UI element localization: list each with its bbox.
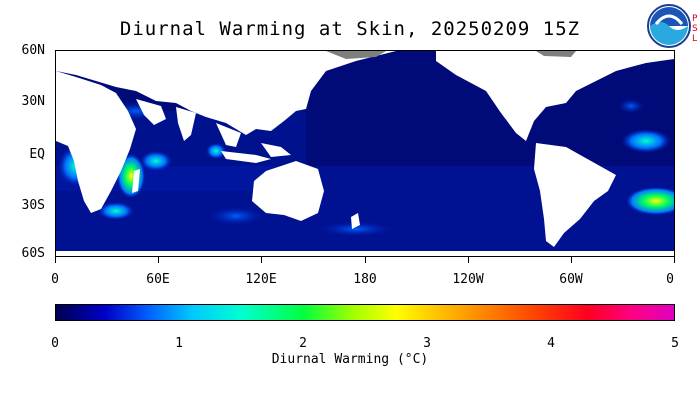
hotspot-south-atlantic [626,187,674,215]
lon-tick [365,257,366,263]
lon-label-0: 0 [51,272,59,287]
map-canvas [56,51,674,256]
skin-warming-map [55,50,675,257]
plot-title: Diurnal Warming at Skin, 20250209 15Z [119,18,581,40]
lon-tick [261,257,262,263]
lon-label-180: 180 [353,272,377,287]
lon-tick [468,257,469,263]
lat-label-30n: 30N [21,94,45,109]
colorbar-tick-3: 3 [423,336,431,351]
lon-label-120w: 120W [452,272,484,287]
lon-tick [55,257,56,263]
lon-tick [674,257,675,263]
lat-label-60n: 60N [21,43,45,58]
psl-side-text: PSL [692,14,698,44]
lon-tick [158,257,159,263]
lat-label-eq: EQ [29,147,45,162]
colorbar-tick-2: 2 [299,336,307,351]
lon-label-60w: 60W [559,272,583,287]
lon-label-60e: 60E [146,272,170,287]
lon-tick [571,257,572,263]
lon-label-0-east: 0 [666,272,674,287]
colorbar-label: Diurnal Warming (°C) [271,352,429,367]
noaa-logo-icon [647,4,691,48]
landmasses [56,51,674,256]
hotspot-indian-ocean [140,151,172,171]
lon-label-120e: 120E [245,272,277,287]
colorbar-tick-1: 1 [175,336,183,351]
colorbar-tick-4: 4 [547,336,555,351]
lat-label-30s: 30S [21,198,45,213]
lat-label-60s: 60S [21,246,45,261]
colorbar-tick-5: 5 [671,336,679,351]
colorbar [55,304,675,321]
colorbar-tick-0: 0 [51,336,59,351]
